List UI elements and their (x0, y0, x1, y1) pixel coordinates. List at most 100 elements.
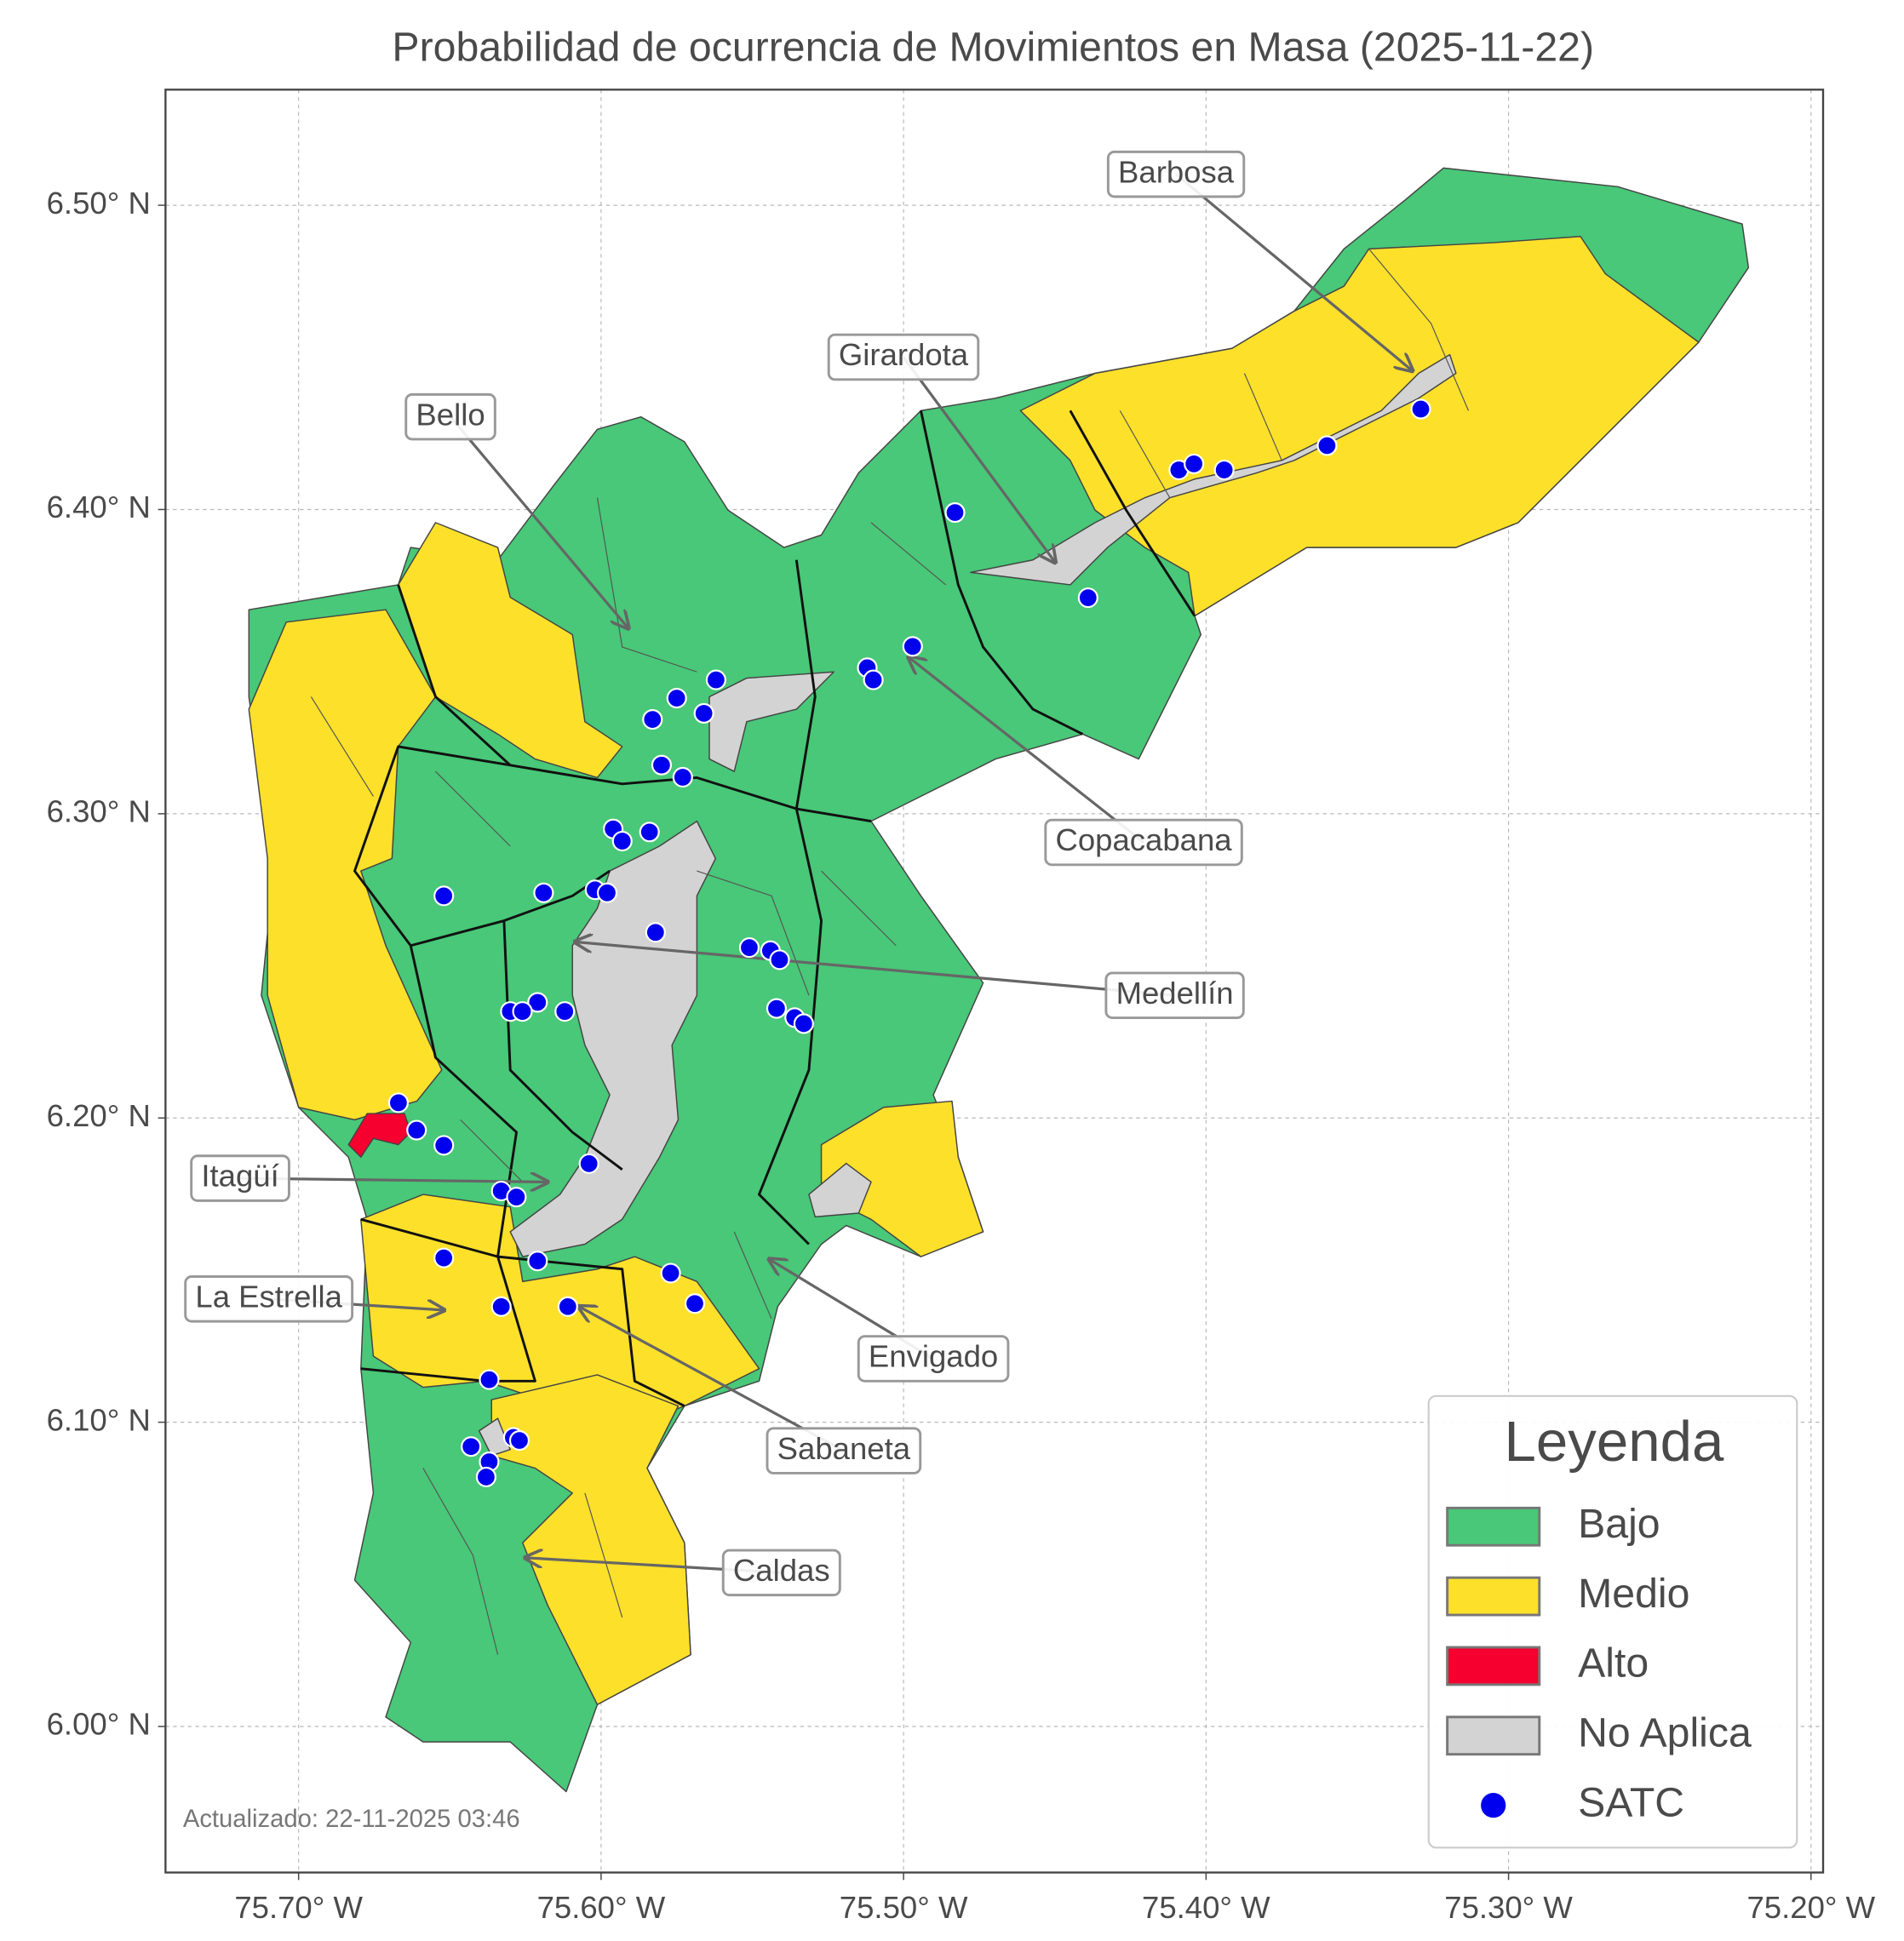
satc-point (554, 1001, 576, 1022)
legend-swatch (1446, 1506, 1541, 1547)
annotation-box (404, 392, 496, 441)
legend-label: Medio (1578, 1571, 1689, 1617)
satc-point (433, 885, 455, 907)
y-tick-label: 6.30° N (47, 794, 151, 829)
satc-point (863, 669, 884, 690)
satc-point (705, 669, 726, 690)
annotation-box (827, 333, 980, 381)
map-title: Probabilidad de ocurrencia de Movimiento… (392, 24, 1594, 70)
annotation-arrow (579, 1307, 845, 1452)
satc-point (642, 709, 663, 730)
satc-point (527, 992, 548, 1013)
region-alto (347, 1113, 412, 1158)
region-medio (248, 609, 443, 1121)
legend: Leyenda Bajo Medio Alto No Aplica SATC (1427, 1394, 1798, 1849)
annotation-box (721, 1549, 841, 1597)
legend-title: Leyenda (1505, 1410, 1725, 1474)
satc-point (433, 1247, 455, 1268)
updated-note: Actualizado: 22-11-2025 03:46 (183, 1806, 520, 1833)
annotation-arrow (909, 657, 1145, 844)
satc-point (596, 882, 618, 903)
x-tick-label: 75.20° W (1747, 1890, 1876, 1925)
region-medio (397, 522, 623, 779)
municipal-boundary (353, 409, 1196, 1407)
satc-point (793, 1013, 814, 1034)
inner-boundary (310, 248, 1470, 1655)
satc-point (660, 1263, 681, 1284)
satc-points (387, 398, 1431, 1488)
region-no-aplica (970, 353, 1457, 586)
annotation-arrow (902, 356, 1055, 563)
annotation-box (766, 1427, 922, 1474)
annotation-label: Caldas (733, 1553, 830, 1588)
satc-point (512, 1001, 533, 1022)
legend-swatch (1446, 1715, 1541, 1756)
annotation-label: Sabaneta (777, 1431, 911, 1466)
satc-point (506, 1187, 527, 1208)
satc-point (639, 822, 660, 843)
y-tick-label: 6.20° N (47, 1098, 151, 1133)
satc-point (1184, 453, 1205, 474)
annotation-arrow (575, 942, 1175, 997)
satc-point (1213, 459, 1235, 481)
satc-point (645, 922, 666, 943)
satc-point (490, 1296, 512, 1317)
satc-point (1410, 398, 1431, 420)
satc-point (672, 766, 693, 788)
legend-marker (1481, 1793, 1506, 1818)
annotation-arrow (240, 1178, 548, 1182)
region-no-aplica (708, 671, 834, 772)
annotation-label: Barbosa (1118, 154, 1235, 189)
region-no-aplica (808, 1162, 872, 1218)
y-tick-label: 6.40° N (47, 490, 151, 524)
satc-point (1316, 435, 1338, 456)
annotation-label: Medellín (1116, 976, 1234, 1011)
legend-swatch (1446, 1576, 1541, 1617)
satc-point (651, 754, 672, 776)
y-tick-label: 6.10° N (47, 1402, 151, 1437)
y-tick-label: 6.50° N (47, 186, 151, 220)
legend-label: Alto (1578, 1640, 1649, 1686)
x-tick-label: 75.70° W (234, 1890, 363, 1925)
annotation-box (857, 1335, 1010, 1383)
regions (248, 167, 1750, 1793)
annotation-label: Copacabana (1056, 822, 1233, 857)
satc-point (461, 1436, 482, 1457)
satc-point (684, 1293, 706, 1314)
region-no-aplica (478, 1417, 511, 1457)
annotation-label: Itagüí (201, 1159, 278, 1194)
satc-point (693, 702, 714, 724)
x-tick-label: 75.30° W (1444, 1890, 1573, 1925)
satc-point (406, 1119, 427, 1141)
annotation-label: Girardota (839, 337, 969, 372)
x-tick-label: 75.60° W (537, 1890, 666, 1925)
annotation-box (1044, 818, 1243, 867)
annotation-box (190, 1154, 290, 1202)
annotation-arrow (449, 415, 628, 628)
satc-point (533, 882, 554, 903)
satc-point (387, 1092, 409, 1114)
satc-point (479, 1369, 500, 1390)
legend-swatch (1446, 1646, 1541, 1686)
satc-point (666, 688, 687, 709)
x-tick-label: 75.50° W (840, 1890, 968, 1925)
satc-point (527, 1251, 548, 1272)
annotation-label: Envigado (869, 1339, 998, 1374)
satc-point (766, 998, 787, 1019)
annotation-box (1104, 971, 1245, 1019)
satc-point (611, 830, 633, 852)
legend-label: No Aplica (1578, 1710, 1752, 1756)
legend-label: SATC (1578, 1779, 1684, 1825)
satc-point (508, 1430, 530, 1451)
annotation-label: La Estrella (195, 1279, 342, 1314)
satc-point (1077, 587, 1098, 609)
annotation-arrow (1175, 173, 1413, 371)
annotation-box (184, 1275, 354, 1323)
satc-point (475, 1466, 496, 1488)
satc-point (433, 1135, 455, 1156)
satc-point (769, 949, 790, 970)
annotation-label: Bello (416, 397, 485, 432)
x-tick-label: 75.40° W (1142, 1890, 1270, 1925)
